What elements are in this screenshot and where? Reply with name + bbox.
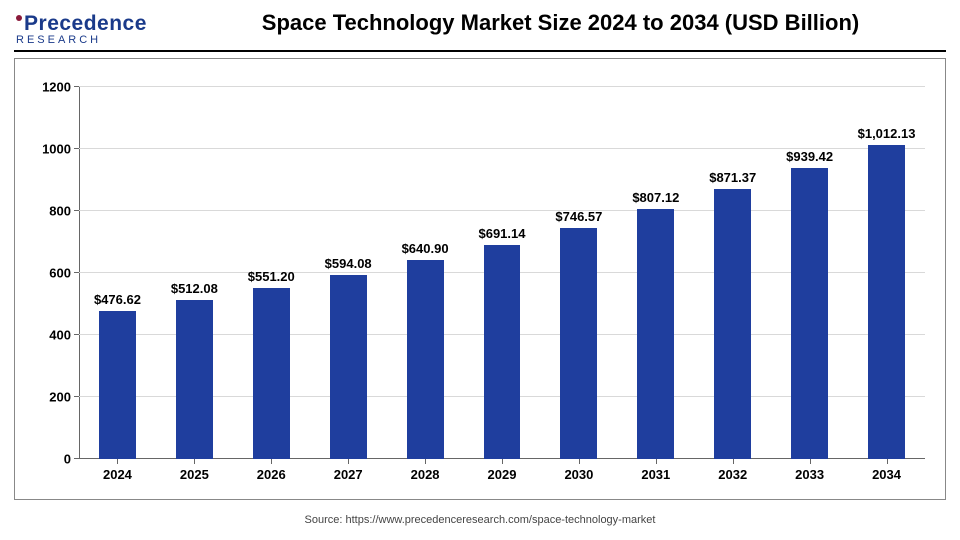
y-tick-mark [74,458,79,459]
bar-value-label: $691.14 [478,226,525,241]
x-tick-mark [348,459,349,464]
bar: $1,012.13 [868,145,905,459]
bar: $640.90 [407,260,444,459]
bar: $807.12 [637,209,674,459]
bar-value-label: $476.62 [94,292,141,307]
bar: $551.20 [253,288,290,459]
bar: $746.57 [560,228,597,459]
x-tick-label: 2024 [103,467,132,482]
x-tick-mark [502,459,503,464]
y-tick-label: 1000 [42,142,71,157]
x-tick-mark [425,459,426,464]
y-tick-mark [74,86,79,87]
y-tick-mark [74,334,79,335]
bar-value-label: $512.08 [171,281,218,296]
brand-logo: Precedence RESEARCH [16,12,147,46]
bar-value-label: $1,012.13 [858,126,916,141]
bar: $476.62 [99,311,136,459]
bar: $594.08 [330,275,367,459]
logo-line1: Precedence [16,12,147,36]
chart-container: 0 200 400 600 800 1000 1200 $476.62 2024 $512.08 2… [14,58,946,500]
bar-value-label: $807.12 [632,190,679,205]
x-tick-label: 2029 [488,467,517,482]
bar-value-label: $939.42 [786,149,833,164]
logo-rest: recedence [39,12,147,35]
bar-value-label: $746.57 [555,209,602,224]
x-tick-label: 2030 [564,467,593,482]
y-tick-label: 200 [49,390,71,405]
bar: $939.42 [791,168,828,459]
x-tick-mark [117,459,118,464]
x-tick-mark [733,459,734,464]
x-tick-mark [810,459,811,464]
y-tick-label: 400 [49,328,71,343]
x-tick-mark [579,459,580,464]
logo-p: P [24,12,39,35]
y-axis [79,87,80,459]
chart-title-wrap: Space Technology Market Size 2024 to 203… [175,10,946,36]
source-text: Source: https://www.precedenceresearch.c… [0,514,960,526]
bar: $691.14 [484,245,521,459]
y-tick-label: 600 [49,266,71,281]
y-tick-mark [74,396,79,397]
y-tick-mark [74,148,79,149]
x-tick-mark [194,459,195,464]
x-tick-label: 2033 [795,467,824,482]
x-tick-mark [271,459,272,464]
y-tick-mark [74,272,79,273]
y-tick-label: 0 [64,452,71,467]
x-tick-label: 2025 [180,467,209,482]
x-tick-label: 2028 [411,467,440,482]
bar: $512.08 [176,300,213,459]
x-tick-label: 2031 [641,467,670,482]
bar-value-label: $594.08 [325,256,372,271]
y-tick-label: 800 [49,204,71,219]
x-tick-label: 2032 [718,467,747,482]
bar: $871.37 [714,189,751,459]
bar-value-label: $871.37 [709,170,756,185]
chart-title: Space Technology Market Size 2024 to 203… [175,10,946,36]
grid-line [79,86,925,87]
x-tick-mark [887,459,888,464]
plot-area: 020040060080010001200$476.622024$512.082… [79,87,925,459]
y-tick-label: 1200 [42,80,71,95]
bar-value-label: $640.90 [402,241,449,256]
x-tick-mark [656,459,657,464]
x-tick-label: 2034 [872,467,901,482]
x-tick-label: 2027 [334,467,363,482]
bar-value-label: $551.20 [248,269,295,284]
y-tick-mark [74,210,79,211]
x-tick-label: 2026 [257,467,286,482]
title-underline [14,50,946,52]
